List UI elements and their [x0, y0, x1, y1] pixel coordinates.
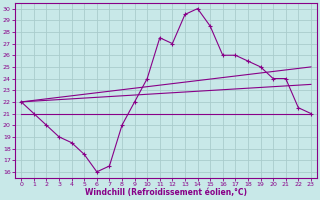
X-axis label: Windchill (Refroidissement éolien,°C): Windchill (Refroidissement éolien,°C)	[85, 188, 247, 197]
